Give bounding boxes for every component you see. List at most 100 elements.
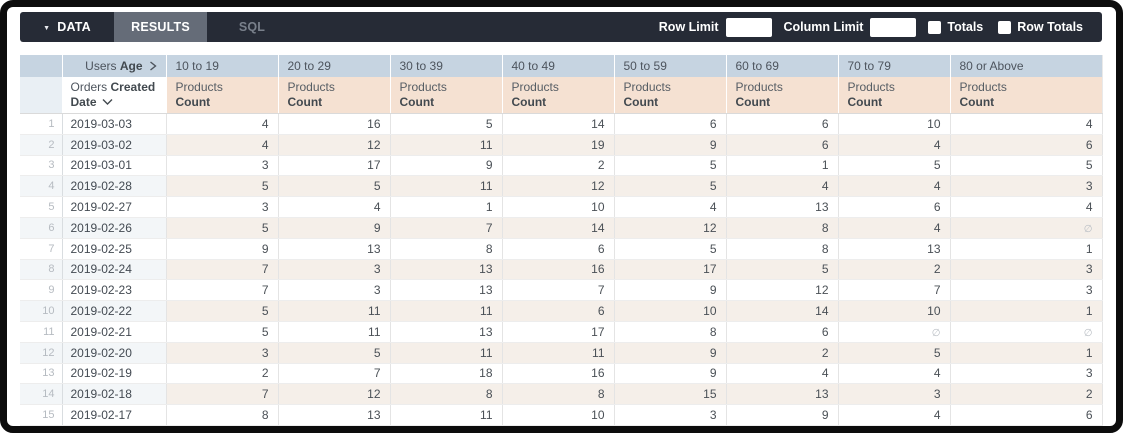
value-cell[interactable]: 3 <box>950 363 1103 385</box>
value-cell[interactable]: 13 <box>390 321 503 343</box>
measure-header-7[interactable]: Products Count <box>950 77 1103 114</box>
value-cell[interactable]: 16 <box>278 113 391 135</box>
value-cell[interactable]: 9 <box>390 155 503 177</box>
value-cell[interactable]: 5 <box>838 342 951 364</box>
date-cell[interactable]: 2019-02-28 <box>62 175 167 198</box>
value-cell[interactable]: 6 <box>950 404 1103 426</box>
value-cell[interactable]: 4 <box>726 363 839 385</box>
value-cell[interactable]: 12 <box>726 279 839 302</box>
value-cell[interactable]: 4 <box>950 196 1103 218</box>
value-cell[interactable]: 7 <box>278 363 391 385</box>
measure-header-6[interactable]: Products Count <box>838 77 951 114</box>
age-bucket-header-0[interactable]: 10 to 19 <box>166 55 279 77</box>
age-bucket-header-6[interactable]: 70 to 79 <box>838 55 951 77</box>
value-cell[interactable]: 2 <box>838 259 951 281</box>
value-cell[interactable]: ∅ <box>838 321 951 343</box>
value-cell[interactable]: ∅ <box>950 321 1103 343</box>
measure-header-1[interactable]: Products Count <box>278 77 391 114</box>
value-cell[interactable]: 5 <box>390 113 503 135</box>
age-bucket-header-7[interactable]: 80 or Above <box>950 55 1103 77</box>
value-cell[interactable]: 7 <box>390 217 503 239</box>
value-cell[interactable]: 1 <box>390 196 503 218</box>
value-cell[interactable]: 3 <box>838 383 951 406</box>
value-cell[interactable]: 9 <box>166 238 279 260</box>
value-cell[interactable]: 4 <box>838 217 951 239</box>
date-cell[interactable]: 2019-02-27 <box>62 196 167 218</box>
age-bucket-header-4[interactable]: 50 to 59 <box>614 55 727 77</box>
age-bucket-header-1[interactable]: 20 to 29 <box>278 55 391 77</box>
value-cell[interactable]: 11 <box>278 321 391 343</box>
value-cell[interactable]: 6 <box>726 321 839 343</box>
value-cell[interactable]: 1 <box>726 155 839 177</box>
value-cell[interactable]: 11 <box>390 342 503 364</box>
measure-header-5[interactable]: Products Count <box>726 77 839 114</box>
value-cell[interactable]: 5 <box>278 175 391 198</box>
value-cell[interactable]: 3 <box>278 259 391 281</box>
totals-checkbox[interactable] <box>928 20 942 34</box>
value-cell[interactable]: 13 <box>278 404 391 426</box>
value-cell[interactable]: 14 <box>726 300 839 322</box>
value-cell[interactable]: 4 <box>614 196 727 218</box>
age-bucket-header-2[interactable]: 30 to 39 <box>390 55 503 77</box>
value-cell[interactable]: 5 <box>166 300 279 322</box>
value-cell[interactable]: 10 <box>614 300 727 322</box>
value-cell[interactable]: 3 <box>166 155 279 177</box>
value-cell[interactable]: 9 <box>614 342 727 364</box>
row-totals-checkbox[interactable] <box>998 20 1012 34</box>
value-cell[interactable]: 7 <box>838 279 951 302</box>
value-cell[interactable]: 12 <box>278 383 391 406</box>
tab-sql[interactable]: SQL <box>207 12 297 42</box>
value-cell[interactable]: 9 <box>278 217 391 239</box>
value-cell[interactable]: 13 <box>390 279 503 302</box>
value-cell[interactable]: 4 <box>838 175 951 198</box>
value-cell[interactable]: 3 <box>166 196 279 218</box>
value-cell[interactable]: 2 <box>166 363 279 385</box>
value-cell[interactable]: 14 <box>502 113 615 135</box>
value-cell[interactable]: 14 <box>502 217 615 239</box>
value-cell[interactable]: 7 <box>166 259 279 281</box>
pivot-field-header[interactable]: Users Age <box>62 55 167 77</box>
value-cell[interactable]: 11 <box>390 300 503 322</box>
column-limit-input[interactable] <box>870 17 917 37</box>
value-cell[interactable]: 12 <box>278 134 391 156</box>
value-cell[interactable]: 8 <box>726 238 839 260</box>
value-cell[interactable]: 6 <box>950 134 1103 156</box>
measure-header-3[interactable]: Products Count <box>502 77 615 114</box>
value-cell[interactable]: 4 <box>950 113 1103 135</box>
value-cell[interactable]: 12 <box>502 175 615 198</box>
date-cell[interactable]: 2019-02-24 <box>62 259 167 281</box>
value-cell[interactable]: 5 <box>614 155 727 177</box>
value-cell[interactable]: 8 <box>390 238 503 260</box>
date-cell[interactable]: 2019-03-03 <box>62 113 167 135</box>
date-cell[interactable]: 2019-02-26 <box>62 217 167 239</box>
value-cell[interactable]: 13 <box>278 238 391 260</box>
date-cell[interactable]: 2019-02-25 <box>62 238 167 260</box>
value-cell[interactable]: 12 <box>614 217 727 239</box>
value-cell[interactable]: ∅ <box>950 217 1103 239</box>
value-cell[interactable]: 8 <box>726 217 839 239</box>
value-cell[interactable]: 3 <box>950 175 1103 198</box>
value-cell[interactable]: 7 <box>166 279 279 302</box>
value-cell[interactable]: 8 <box>502 383 615 406</box>
value-cell[interactable]: 15 <box>614 383 727 406</box>
value-cell[interactable]: 7 <box>166 383 279 406</box>
value-cell[interactable]: 8 <box>614 321 727 343</box>
measure-header-2[interactable]: Products Count <box>390 77 503 114</box>
date-cell[interactable]: 2019-02-19 <box>62 363 167 385</box>
value-cell[interactable]: 3 <box>166 342 279 364</box>
date-cell[interactable]: 2019-02-22 <box>62 300 167 322</box>
row-limit-input[interactable] <box>725 17 772 37</box>
date-cell[interactable]: 2019-02-17 <box>62 404 167 426</box>
value-cell[interactable]: 13 <box>390 259 503 281</box>
value-cell[interactable]: 8 <box>390 383 503 406</box>
value-cell[interactable]: 1 <box>950 238 1103 260</box>
value-cell[interactable]: 4 <box>166 134 279 156</box>
value-cell[interactable]: 11 <box>390 404 503 426</box>
value-cell[interactable]: 17 <box>278 155 391 177</box>
value-cell[interactable]: 4 <box>838 404 951 426</box>
value-cell[interactable]: 6 <box>726 134 839 156</box>
value-cell[interactable]: 6 <box>502 238 615 260</box>
value-cell[interactable]: 11 <box>390 175 503 198</box>
value-cell[interactable]: 6 <box>726 113 839 135</box>
value-cell[interactable]: 10 <box>502 196 615 218</box>
